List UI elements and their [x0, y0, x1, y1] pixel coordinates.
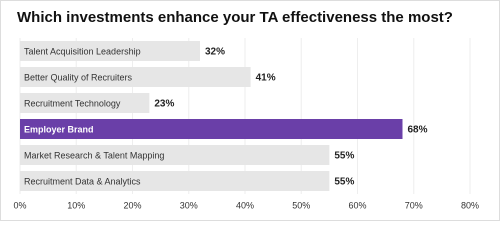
x-tick-label: 30% — [180, 200, 198, 210]
bar — [20, 93, 150, 113]
x-tick-label: 50% — [292, 200, 310, 210]
category-label: Talent Acquisition Leadership — [24, 46, 141, 56]
category-label: Recruitment Data & Analytics — [24, 176, 141, 186]
value-label: 55% — [334, 151, 354, 162]
x-tick-label: 70% — [405, 200, 423, 210]
value-label: 41% — [256, 73, 276, 84]
value-label: 68% — [408, 125, 428, 136]
value-label: 32% — [205, 47, 225, 58]
x-tick-label: 20% — [123, 200, 141, 210]
value-label: 55% — [334, 177, 354, 188]
bar — [20, 67, 251, 87]
x-tick-label: 60% — [348, 200, 366, 210]
bar — [20, 41, 200, 61]
category-label: Better Quality of Recruiters — [24, 72, 133, 82]
bar — [20, 119, 403, 139]
bar — [20, 171, 330, 191]
chart-title: Which investments enhance your TA effect… — [17, 9, 453, 26]
x-tick-label: 80% — [461, 200, 479, 210]
x-tick-label: 0% — [13, 200, 26, 210]
bar — [20, 145, 330, 165]
category-label: Market Research & Talent Mapping — [24, 150, 164, 160]
value-label: 23% — [154, 99, 174, 110]
x-tick-label: 40% — [236, 200, 254, 210]
category-label: Recruitment Technology — [24, 98, 121, 108]
category-label: Employer Brand — [24, 124, 94, 134]
chart: Which investments enhance your TA effect… — [0, 0, 500, 221]
x-tick-label: 10% — [67, 200, 85, 210]
